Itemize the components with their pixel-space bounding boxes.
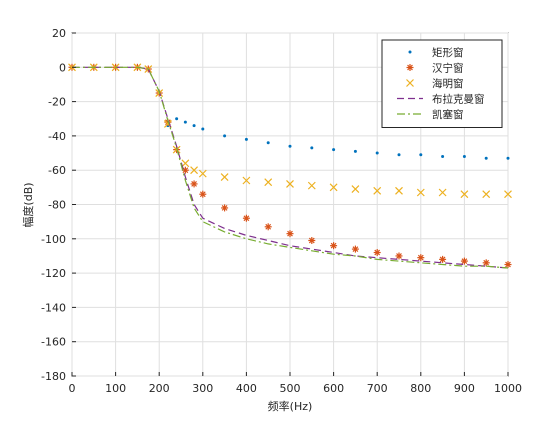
legend-box xyxy=(381,39,503,128)
y-tick-label: -40 xyxy=(48,130,66,143)
data-point xyxy=(504,190,512,199)
data-point xyxy=(242,214,250,222)
data-point xyxy=(397,153,401,157)
x-tick-label: 1000 xyxy=(494,382,522,395)
series-5 xyxy=(72,66,509,269)
legend-label: 布拉克曼窗 xyxy=(432,93,485,106)
legend-item-2: 汉宁窗 xyxy=(406,62,464,75)
legend-swatch xyxy=(408,50,412,54)
legend-item-5: 凯塞窗 xyxy=(397,108,464,121)
x-tick-label: 500 xyxy=(280,382,301,395)
data-point xyxy=(395,252,403,260)
legend-swatch xyxy=(406,79,414,87)
x-tick-label: 400 xyxy=(236,382,257,395)
legend-label: 凯塞窗 xyxy=(432,108,464,121)
data-point xyxy=(460,190,469,199)
data-point xyxy=(375,151,379,155)
data-point xyxy=(198,169,207,178)
y-tick-label: -20 xyxy=(48,96,66,109)
data-point xyxy=(353,149,357,153)
data-point xyxy=(417,254,425,262)
series-line xyxy=(72,66,509,269)
x-tick-label: 700 xyxy=(367,382,388,395)
legend-swatch xyxy=(406,64,414,71)
x-tick-label: 900 xyxy=(454,382,475,395)
x-tick-label: 300 xyxy=(192,382,213,395)
legend-label: 汉宁窗 xyxy=(432,62,464,75)
data-point xyxy=(181,159,190,168)
data-point xyxy=(416,188,425,197)
data-point xyxy=(192,124,196,128)
y-tick-label: -180 xyxy=(41,370,66,383)
data-point xyxy=(220,173,229,181)
data-point xyxy=(175,117,179,121)
data-point xyxy=(462,154,466,158)
x-tick-label: 200 xyxy=(149,382,170,395)
series-layer xyxy=(68,63,512,269)
data-point xyxy=(332,148,336,152)
x-tick-label: 100 xyxy=(105,382,126,395)
data-point xyxy=(506,156,510,160)
data-point xyxy=(183,120,187,124)
y-tick-label: 0 xyxy=(59,61,66,74)
legend-item-1: 矩形窗 xyxy=(408,46,464,59)
data-point xyxy=(373,186,382,195)
data-point xyxy=(223,134,227,138)
data-point xyxy=(351,245,359,253)
y-axis-label: 幅度(dB) xyxy=(21,182,35,227)
y-tick-label: -140 xyxy=(41,301,66,314)
x-axis-label: 频率(Hz) xyxy=(268,399,313,413)
data-point xyxy=(307,181,316,190)
data-point xyxy=(460,257,468,265)
data-point xyxy=(482,259,490,267)
data-point xyxy=(482,190,491,199)
x-tick-label: 600 xyxy=(323,382,344,395)
y-tick-label: -80 xyxy=(48,199,66,212)
y-tick-label: -60 xyxy=(48,164,66,177)
data-point xyxy=(439,255,447,263)
legend-label: 海明窗 xyxy=(432,77,464,90)
y-tick-label: -120 xyxy=(41,267,66,280)
data-point xyxy=(264,223,272,231)
axes-layer: 0 100 200 300 400 500 600 700 800 900 1000200-20-4… xyxy=(41,27,522,395)
data-point xyxy=(504,261,512,269)
data-point xyxy=(201,127,205,131)
data-point xyxy=(286,179,294,188)
y-tick-label: -160 xyxy=(41,336,66,349)
x-tick-label: 0 xyxy=(69,382,76,395)
legend-item-3: 海明窗 xyxy=(406,77,464,90)
data-point xyxy=(351,185,360,193)
data-point xyxy=(419,153,423,157)
data-point xyxy=(484,156,488,160)
data-point xyxy=(242,176,251,185)
data-point xyxy=(288,144,292,148)
data-point xyxy=(308,237,316,245)
legend-label: 矩形窗 xyxy=(432,46,464,59)
legend-item-4: 布拉克曼窗 xyxy=(397,93,485,106)
y-tick-label: -100 xyxy=(41,233,66,246)
data-point xyxy=(266,141,270,145)
data-point xyxy=(330,242,338,250)
data-point xyxy=(395,186,403,195)
data-point xyxy=(438,188,447,197)
data-point xyxy=(221,204,229,212)
data-point xyxy=(190,166,199,175)
data-point xyxy=(286,230,294,238)
data-point xyxy=(264,178,273,187)
y-tick-label: 20 xyxy=(52,27,66,40)
data-point xyxy=(329,183,338,192)
data-point xyxy=(199,190,207,198)
data-point xyxy=(441,154,445,158)
x-tick-label: 800 xyxy=(410,382,431,395)
data-point xyxy=(310,146,314,150)
data-point xyxy=(244,137,248,141)
data-point xyxy=(190,180,198,188)
data-point xyxy=(373,249,381,257)
